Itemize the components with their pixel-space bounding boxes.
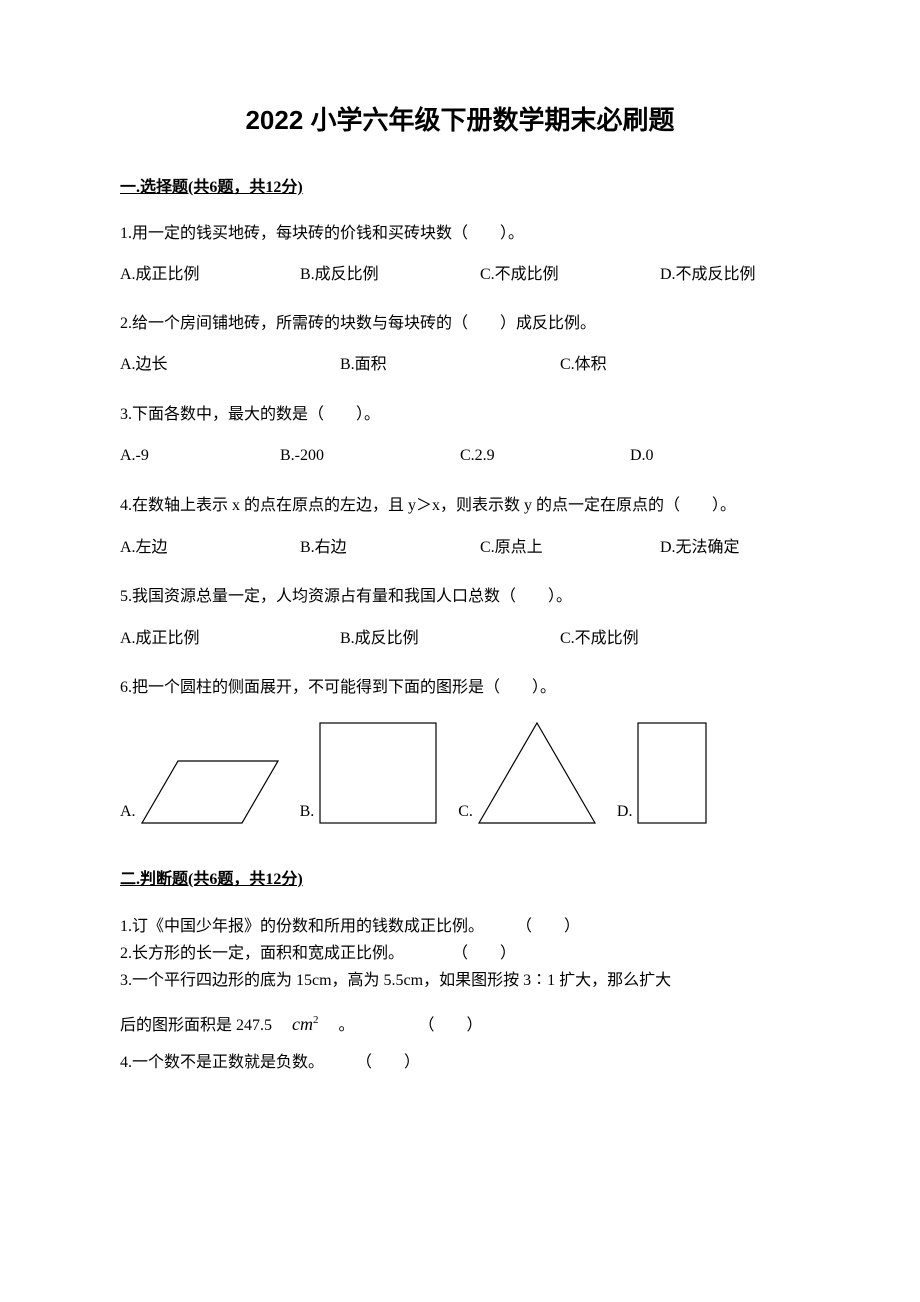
q1-option-c: C.不成比例 [480, 263, 660, 287]
q6-option-d: D. [617, 721, 709, 825]
q1-option-d: D.不成反比例 [660, 263, 800, 287]
q3-option-a: A.-9 [120, 443, 280, 469]
page-title: 2022 小学六年级下册数学期末必刷题 [120, 100, 800, 137]
q6-label-d: D. [617, 799, 633, 825]
q3-option-d: D.0 [630, 443, 800, 469]
q5-option-b: B.成反比例 [340, 626, 560, 652]
section1-header: 一.选择题(共6题，共12分) [120, 173, 800, 197]
q6-shapes: A. B. C. D. [120, 721, 800, 825]
q3-text: 3.下面各数中，最大的数是（ ）。 [120, 402, 800, 428]
q1-options: A.成正比例 B.成反比例 C.不成比例 D.不成反比例 [120, 263, 800, 287]
rectangle-icon [636, 721, 708, 825]
q4-option-b: B.右边 [300, 535, 480, 561]
question-1: 1.用一定的钱买地砖，每块砖的价钱和买砖块数（ ）。 A.成正比例 B.成反比例… [120, 221, 800, 287]
q3-option-c: C.2.9 [460, 443, 630, 469]
tf-q3-part-b: 。 （ ） [323, 1017, 483, 1034]
tf-q2: 2.长方形的长一定，面积和宽成正比例。 （ ） [120, 940, 800, 967]
q1-text: 1.用一定的钱买地砖，每块砖的价钱和买砖块数（ ）。 [120, 221, 800, 247]
q6-label-c: C. [458, 799, 473, 825]
q4-text: 4.在数轴上表示 x 的点在原点的左边，且 y＞x，则表示数 y 的点一定在原点… [120, 493, 800, 519]
section2-header: 二.判断题(共6题，共12分) [120, 865, 800, 889]
tf-q3-line2: 后的图形面积是 247.5 cm2 。 （ ） [120, 1009, 800, 1040]
question-2: 2.给一个房间铺地砖，所需砖的块数与每块砖的（ ）成反比例。 A.边长 B.面积… [120, 311, 800, 378]
q4-option-d: D.无法确定 [660, 535, 800, 561]
q3-options: A.-9 B.-200 C.2.9 D.0 [120, 443, 800, 469]
q2-text: 2.给一个房间铺地砖，所需砖的块数与每块砖的（ ）成反比例。 [120, 311, 800, 337]
q3-option-b: B.-200 [280, 443, 460, 469]
q2-option-c: C.体积 [560, 352, 800, 378]
q4-option-c: C.原点上 [480, 535, 660, 561]
tf-q3-line1: 3.一个平行四边形的底为 15cm，高为 5.5cm，如果图形按 3∶1 扩大，… [120, 967, 800, 994]
q2-option-b: B.面积 [340, 352, 560, 378]
q6-option-c: C. [458, 721, 597, 825]
square-icon [318, 721, 438, 825]
tf-questions: 1.订《中国少年报》的份数和所用的钱数成正比例。 （ ） 2.长方形的长一定，面… [120, 913, 800, 1076]
tf-q1: 1.订《中国少年报》的份数和所用的钱数成正比例。 （ ） [120, 913, 800, 940]
q6-label-a: A. [120, 799, 136, 825]
question-5: 5.我国资源总量一定，人均资源占有量和我国人口总数（ ）。 A.成正比例 B.成… [120, 584, 800, 651]
parallelogram-icon [140, 759, 280, 825]
q5-option-a: A.成正比例 [120, 626, 340, 652]
question-3: 3.下面各数中，最大的数是（ ）。 A.-9 B.-200 C.2.9 D.0 [120, 402, 800, 469]
tf-q3-part-a: 后的图形面积是 247.5 [120, 1017, 288, 1034]
q1-option-b: B.成反比例 [300, 263, 480, 287]
triangle-icon [477, 721, 597, 825]
q6-option-b: B. [300, 721, 439, 825]
q5-option-c: C.不成比例 [560, 626, 800, 652]
question-4: 4.在数轴上表示 x 的点在原点的左边，且 y＞x，则表示数 y 的点一定在原点… [120, 493, 800, 560]
q1-option-a: A.成正比例 [120, 263, 300, 287]
q5-text: 5.我国资源总量一定，人均资源占有量和我国人口总数（ ）。 [120, 584, 800, 610]
tf-q4: 4.一个数不是正数就是负数。 （ ） [120, 1049, 800, 1076]
q2-option-a: A.边长 [120, 352, 340, 378]
q4-options: A.左边 B.右边 C.原点上 D.无法确定 [120, 535, 800, 561]
question-6: 6.把一个圆柱的侧面展开，不可能得到下面的图形是（ ）。 A. B. C. D. [120, 675, 800, 825]
q6-label-b: B. [300, 799, 315, 825]
q2-options: A.边长 B.面积 C.体积 [120, 352, 800, 378]
formula-cm2: cm2 [292, 1014, 319, 1034]
q6-option-a: A. [120, 759, 280, 825]
q5-options: A.成正比例 B.成反比例 C.不成比例 [120, 626, 800, 652]
q4-option-a: A.左边 [120, 535, 300, 561]
q6-text: 6.把一个圆柱的侧面展开，不可能得到下面的图形是（ ）。 [120, 675, 800, 701]
